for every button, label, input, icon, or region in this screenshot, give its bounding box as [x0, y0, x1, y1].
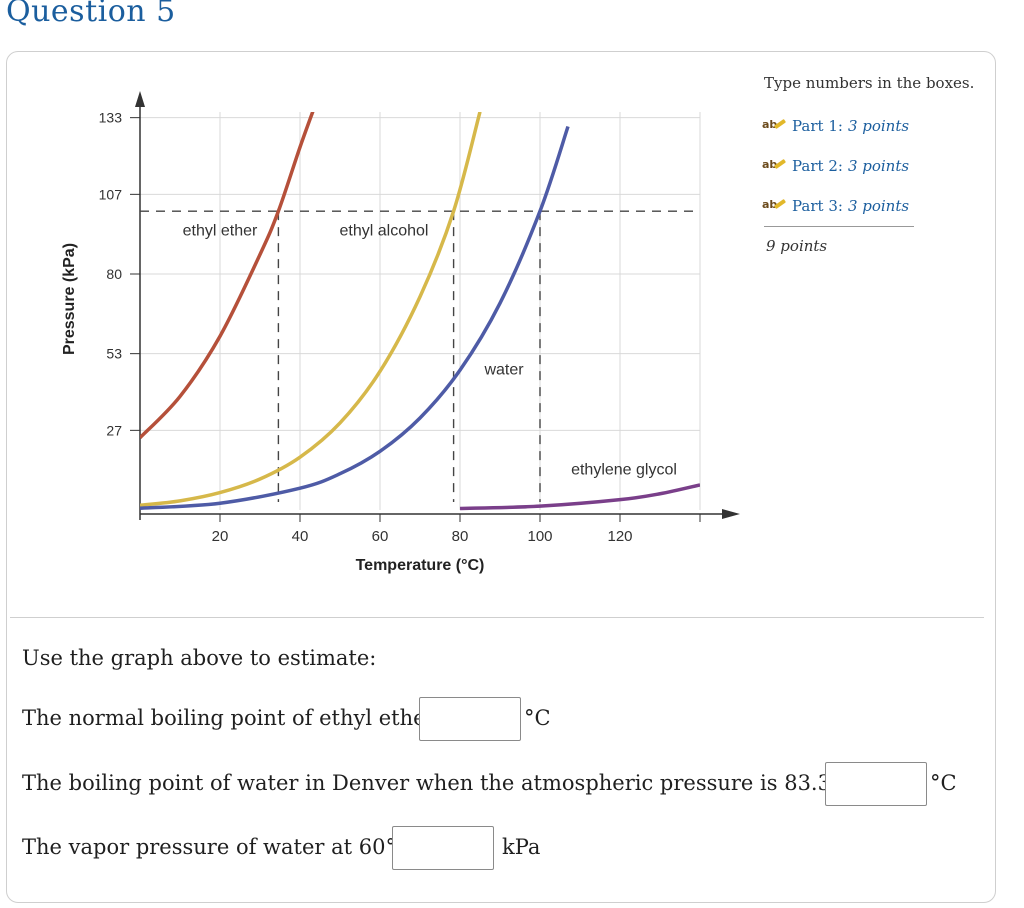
- x-tick-label: 40: [292, 528, 309, 545]
- part-1-points: 3 points: [847, 117, 910, 135]
- curve-label-ethyl-ether: ethyl ether: [183, 223, 258, 240]
- answer-3-unit: kPa: [502, 835, 541, 859]
- part-3-label: Part 3:: [792, 197, 843, 215]
- sidebar-part-2[interactable]: ab Part 2: 3 points: [762, 146, 962, 186]
- question-title: Question 5: [6, 0, 176, 29]
- sidebar-divider: [764, 226, 914, 227]
- answer-1-unit: °C: [524, 706, 551, 730]
- question-2-text: The boiling point of water in Denver whe…: [22, 771, 883, 795]
- y-tick-label: 27: [106, 422, 122, 438]
- curve-ethyl-alcohol: [140, 112, 482, 508]
- answer-2-unit: °C: [930, 771, 957, 795]
- chart-curves: [140, 112, 700, 511]
- prompt-text: Use the graph above to estimate:: [22, 646, 377, 670]
- part-2-label: Part 2:: [792, 157, 843, 175]
- section-divider: [10, 617, 984, 618]
- x-tick-label: 60: [372, 528, 389, 545]
- y-tick-label: 107: [99, 186, 123, 202]
- sidebar-part-1[interactable]: ab Part 1: 3 points: [762, 106, 962, 146]
- x-tick-label: 20: [212, 528, 229, 545]
- text-entry-icon: ab: [762, 119, 786, 133]
- x-tick-label: 100: [527, 528, 552, 545]
- text-entry-icon: ab: [762, 159, 786, 173]
- y-axis-title: Pressure (kPa): [61, 243, 78, 355]
- question-card: [6, 51, 996, 903]
- x-axis-arrow: [722, 509, 740, 519]
- chart-labels: 20 40 60 80 100 120 27 53 80 107 133 Temperature (°…: [61, 110, 677, 574]
- curve-label-ethyl-alcohol: ethyl alcohol: [340, 223, 429, 240]
- y-tick-label: 53: [106, 346, 122, 362]
- part-3-points: 3 points: [847, 197, 910, 215]
- y-tick-label: 80: [106, 266, 122, 282]
- x-axis-title: Temperature (°C): [356, 557, 485, 574]
- curve-ethyl-ether: [140, 112, 315, 439]
- total-points: 9 points: [766, 237, 828, 255]
- chart-grid: [140, 112, 701, 510]
- x-tick-label: 80: [452, 528, 469, 545]
- x-tick-label: 120: [607, 528, 632, 545]
- chart-axes: [130, 91, 740, 522]
- y-tick-label: 133: [99, 110, 123, 126]
- sidebar-part-3[interactable]: ab Part 3: 3 points: [762, 186, 962, 226]
- sidebar-instruction: Type numbers in the boxes.: [764, 74, 975, 92]
- question-1-text: The normal boiling point of ethyl ether.: [22, 706, 440, 730]
- question-3-text: The vapor pressure of water at 60°C.: [22, 835, 418, 859]
- vapor-pressure-chart: 20 40 60 80 100 120 27 53 80 107 133 Temperature (°…: [61, 91, 740, 574]
- part-2-points: 3 points: [847, 157, 910, 175]
- curve-ethylene-glycol: [459, 483, 700, 511]
- boiling-reference-lines: [140, 210, 700, 502]
- curve-water: [140, 125, 570, 510]
- part-1-label: Part 1:: [792, 117, 843, 135]
- text-entry-icon: ab: [762, 199, 786, 213]
- answer-2-input[interactable]: [825, 762, 927, 806]
- answer-3-input[interactable]: [392, 826, 494, 870]
- answer-1-input[interactable]: [419, 697, 521, 741]
- curve-label-water: water: [483, 361, 524, 378]
- sidebar: Type numbers in the boxes. ab Part 1: 3 …: [762, 74, 975, 255]
- curve-label-ethylene-glycol: ethylene glycol: [571, 462, 677, 479]
- y-axis-arrow: [135, 91, 145, 107]
